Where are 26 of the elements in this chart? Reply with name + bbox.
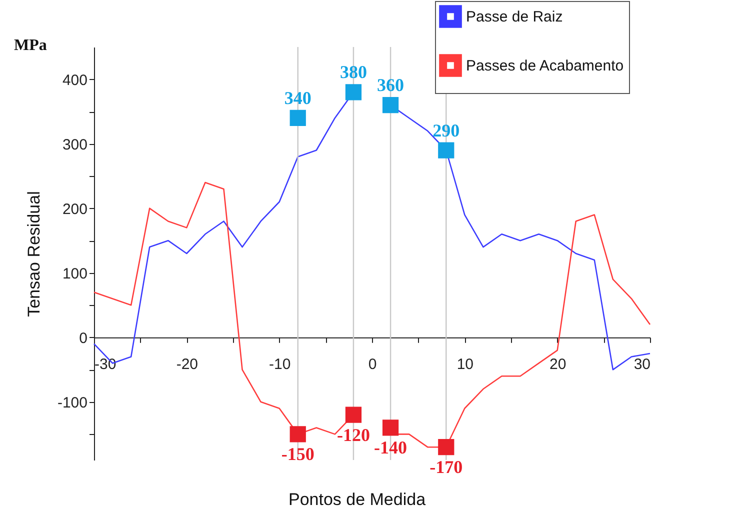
x-tick-label: -20 (176, 356, 198, 373)
text: MPa (14, 37, 47, 54)
y-tick-label: 300 (62, 136, 88, 154)
x-axis-title: Pontos de Medida (288, 490, 426, 509)
y-axis-title: Tensao Residual (24, 191, 44, 317)
data-label: -150 (281, 444, 314, 464)
data-label: 290 (432, 120, 460, 140)
y-tick-label: 100 (62, 265, 88, 282)
x-tick-label: 30 (634, 356, 650, 373)
data-label: 360 (377, 75, 404, 96)
x-tick-label: 10 (456, 356, 474, 373)
x-tick-label: -30 (94, 356, 116, 373)
data-label: 340 (284, 88, 312, 108)
data-label: 380 (340, 62, 367, 82)
data-label: -140 (374, 438, 408, 458)
data-label: -120 (336, 424, 370, 445)
x-tick-label: 0 (368, 356, 377, 373)
legend-label: Passe de Raiz (466, 8, 563, 26)
legend-label: Passes de Acabamento (466, 58, 624, 74)
x-tick-label: 20 (549, 356, 566, 373)
data-label: -170 (430, 457, 463, 478)
y-tick-label: -100 (57, 394, 88, 412)
x-tick-label: -10 (268, 356, 291, 373)
y-tick-label: 200 (62, 200, 88, 218)
y-tick-label: 0 (79, 330, 88, 347)
y-tick-label: 400 (62, 72, 88, 89)
